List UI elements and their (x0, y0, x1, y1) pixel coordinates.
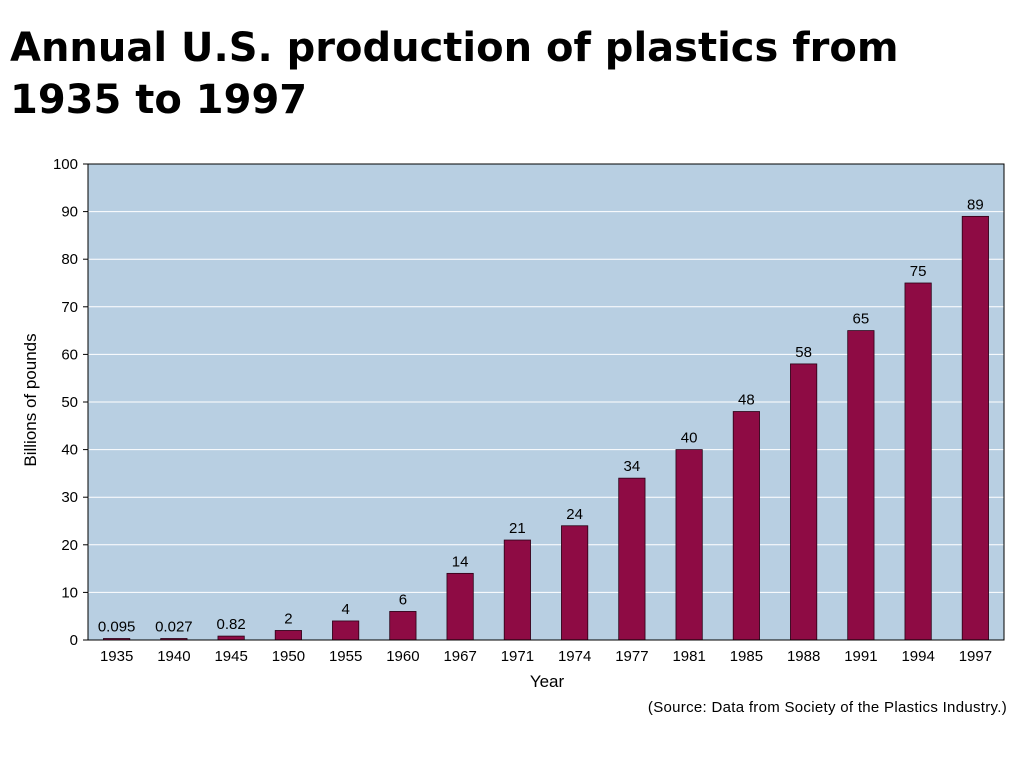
x-tick-label: 1971 (501, 648, 534, 665)
x-axis-title: Year (530, 672, 565, 691)
x-tick-label: 1991 (844, 648, 877, 665)
bar-value-label: 65 (853, 311, 870, 328)
bar-1981 (675, 449, 703, 641)
x-tick-label: 1935 (100, 648, 133, 665)
bar-value-label: 89 (967, 196, 984, 213)
x-axis-ticks: 1935 1940 1945 1950 1955 1960 1967 1971 1974 1977… (100, 648, 992, 665)
bar-1967 (446, 572, 474, 641)
bar-1950 (274, 630, 302, 641)
x-tick-label: 1985 (730, 648, 763, 665)
y-tick-label: 30 (61, 489, 78, 506)
bar-value-label: 48 (738, 392, 755, 409)
x-tick-label: 1977 (615, 648, 648, 665)
x-tick-label: 1988 (787, 648, 820, 665)
x-tick-label: 1955 (329, 648, 362, 665)
y-tick-label: 40 (61, 442, 78, 459)
x-tick-label: 1981 (672, 648, 705, 665)
bar-value-label: 0.82 (217, 616, 246, 633)
y-tick-label: 70 (61, 299, 78, 316)
y-tick-label: 10 (61, 584, 78, 601)
bar-value-label: 21 (509, 520, 526, 537)
slide-title: Annual U.S. production of plastics from … (10, 25, 899, 123)
plot-frame (87, 163, 1005, 641)
bar-value-label: 24 (566, 506, 583, 523)
bar-value-label: 40 (681, 430, 698, 447)
bar-1994 (904, 282, 932, 641)
bar-value-label: 34 (624, 458, 641, 475)
y-axis-title: Billions of pounds (21, 333, 40, 466)
x-tick-label: 1940 (157, 648, 190, 665)
bar-1960 (389, 611, 417, 641)
bar-1974 (561, 525, 589, 641)
y-tick-label: 90 (61, 204, 78, 221)
y-tick-label: 0 (70, 632, 78, 649)
bar-value-label: 2 (284, 610, 292, 627)
bars (103, 215, 989, 641)
x-tick-label: 1994 (901, 648, 934, 665)
bar-1997 (961, 215, 989, 641)
bar-1988 (790, 363, 818, 641)
y-tick-label: 50 (61, 394, 78, 411)
bar-1985 (732, 411, 760, 641)
bar-value-label: 0.027 (155, 619, 193, 636)
bar-1977 (618, 477, 646, 641)
source-note: (Source: Data from Society of the Plasti… (648, 699, 1007, 716)
y-tick-label: 60 (61, 346, 78, 363)
x-tick-label: 1974 (558, 648, 591, 665)
x-tick-label: 1967 (443, 648, 476, 665)
y-axis-ticks: 0 10 20 30 40 50 60 70 80 90 100 (53, 156, 88, 649)
bar-1945 (217, 635, 245, 641)
bar-1991 (847, 330, 875, 641)
y-tick-label: 20 (61, 537, 78, 554)
bar-value-label: 58 (795, 344, 812, 361)
x-tick-label: 1960 (386, 648, 419, 665)
bar-value-label: 14 (452, 553, 469, 570)
y-tick-label: 100 (53, 156, 78, 173)
x-tick-label: 1945 (214, 648, 247, 665)
bar-value-label: 75 (910, 263, 927, 280)
bar-1955 (332, 620, 360, 641)
bar-value-label: 4 (341, 601, 349, 618)
bar-value-label: 6 (399, 591, 407, 608)
x-tick-label: 1950 (272, 648, 305, 665)
bar-1971 (503, 539, 531, 641)
y-tick-label: 80 (61, 251, 78, 268)
x-tick-label: 1997 (959, 648, 992, 665)
bar-value-label: 0.095 (98, 619, 136, 636)
